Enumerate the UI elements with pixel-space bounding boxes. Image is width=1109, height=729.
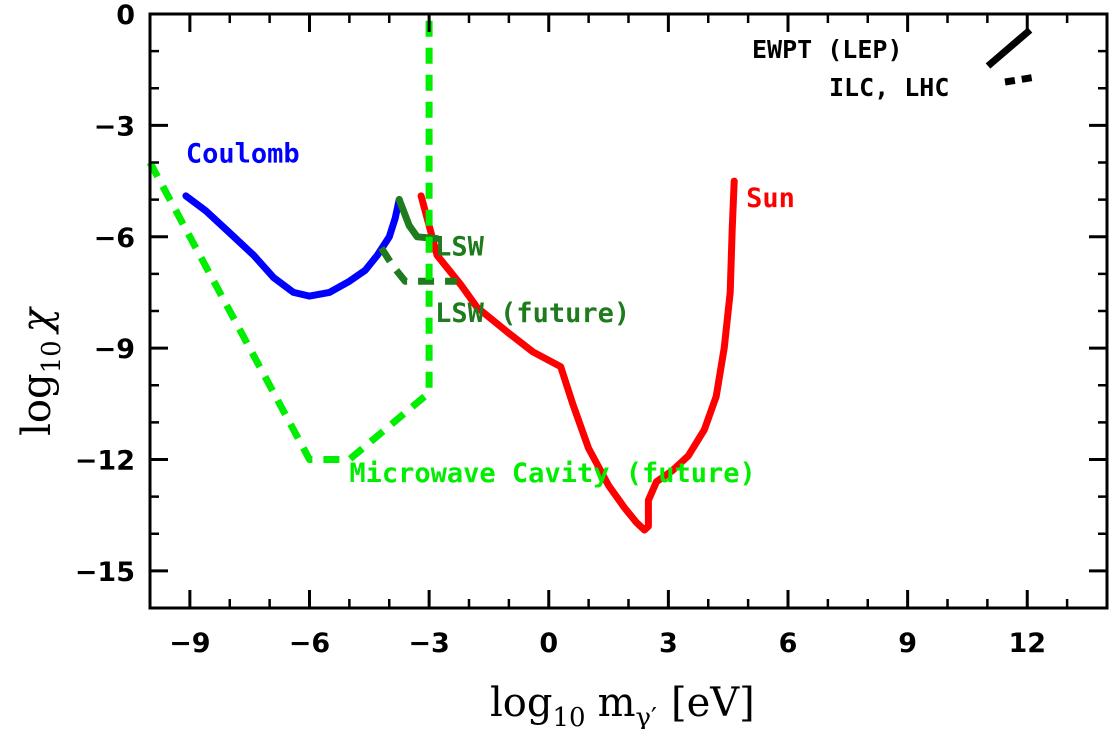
x-axis-title-sub: γ′ bbox=[636, 703, 658, 729]
x-tick-label: 12 bbox=[1008, 628, 1046, 659]
series-label-microwave-cavity-future: Microwave Cavity (future) bbox=[349, 458, 755, 489]
x-axis-title-unit: [eV] bbox=[671, 680, 755, 726]
x-axis-title-base: 10 bbox=[552, 703, 585, 729]
legend-label-ilc-lhc: ILC, LHC bbox=[829, 73, 949, 102]
x-tick-label: 9 bbox=[898, 628, 917, 659]
y-axis-title: log10 χ bbox=[14, 305, 67, 436]
series-layer bbox=[146, 14, 738, 534]
series-line-coulomb bbox=[182, 192, 403, 300]
x-axis-title-log: log bbox=[490, 680, 552, 726]
series-line-lsw-future bbox=[378, 246, 457, 285]
y-tick-label: −6 bbox=[94, 223, 135, 254]
x-tick-label: 6 bbox=[779, 628, 798, 659]
series-label-sun: Sun bbox=[746, 183, 795, 214]
x-tick-label: −9 bbox=[169, 628, 210, 659]
x-tick-label: 3 bbox=[659, 628, 678, 659]
y-axis-title-base: 10 bbox=[37, 340, 67, 373]
x-axis-title-m: m bbox=[598, 680, 636, 726]
series-labels-layer: Coulomb Sun LSW LSW (future) Microwave Cavit… bbox=[186, 139, 795, 489]
y-tick-label: −9 bbox=[94, 334, 135, 365]
x-axis-title: log10 mγ′ [eV] bbox=[490, 680, 755, 729]
legend-line-ilc-lhc bbox=[1004, 73, 1037, 86]
legend: EWPT (LEP) ILC, LHC bbox=[752, 27, 1037, 102]
series-label-coulomb: Coulomb bbox=[186, 139, 300, 170]
y-axis-title-chi: χ bbox=[14, 305, 60, 335]
series-line-sun bbox=[417, 177, 738, 534]
y-tick-label: −3 bbox=[94, 111, 135, 142]
y-tick-label: −12 bbox=[75, 446, 135, 477]
series-label-lsw-future: LSW (future) bbox=[435, 298, 630, 329]
y-axis-title-log: log bbox=[14, 373, 60, 435]
y-tick-label: −15 bbox=[75, 557, 135, 588]
x-tick-label: 0 bbox=[539, 628, 558, 659]
x-tick-label: −6 bbox=[289, 628, 330, 659]
y-tick-label: 0 bbox=[116, 0, 135, 31]
x-tick-label: −3 bbox=[408, 628, 449, 659]
series-label-lsw: LSW bbox=[435, 231, 485, 262]
ticks-layer: −9 −6 −3 0 3 6 9 12 0 −3 −6 −9 −12 −15 bbox=[75, 0, 1109, 659]
legend-label-ewpt: EWPT (LEP) bbox=[752, 35, 903, 64]
series-line-microwave-cavity-future bbox=[146, 14, 433, 463]
legend-line-ewpt bbox=[985, 27, 1033, 69]
